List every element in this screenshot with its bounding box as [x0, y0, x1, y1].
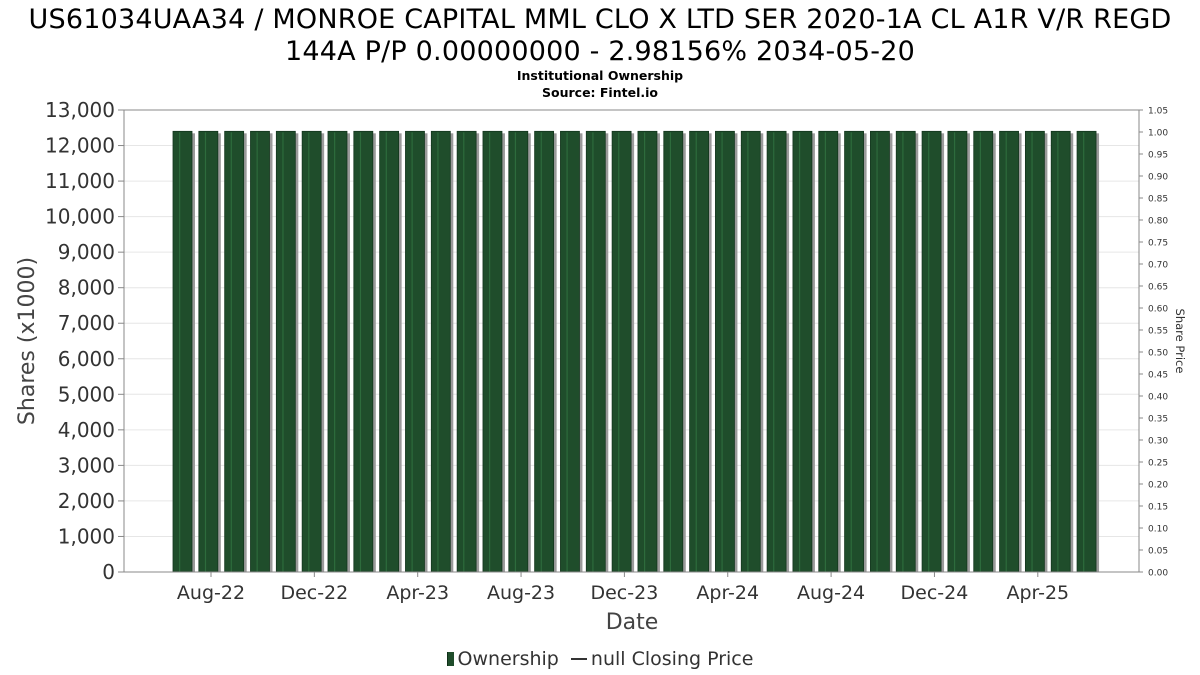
y-tick-label: 3,000 [58, 453, 115, 477]
y-tick-label: 9,000 [58, 240, 115, 264]
price-line-swatch-icon [570, 658, 587, 660]
ownership-bar [430, 130, 451, 573]
x-tick-label: Dec-23 [590, 582, 658, 604]
y2-tick-label: 0.65 [1148, 283, 1168, 293]
ownership-bar [482, 130, 503, 573]
y2-tick-label: 1.05 [1148, 107, 1168, 117]
x-tick-label: Apr-23 [386, 582, 449, 604]
x-tick-label: Aug-23 [487, 582, 555, 604]
ownership-bar [327, 130, 348, 573]
y2-tick-label: 0.85 [1148, 195, 1168, 205]
legend-price-label: null Closing Price [590, 647, 754, 670]
y2-tick-label: 0.50 [1148, 349, 1168, 359]
ownership-bar [275, 130, 296, 573]
chart-legend: Ownership null Closing Price [0, 647, 1200, 670]
ownership-bar [301, 130, 322, 573]
legend-ownership[interactable]: Ownership [446, 647, 559, 670]
ownership-bar [999, 130, 1019, 573]
axes: 0 1,000 2,000 3,000 4,000 5,000 6,000 7,000 8,00… [45, 98, 1168, 604]
ownership-bar [921, 130, 942, 573]
y-tick-label: 1,000 [58, 524, 115, 548]
y-tick-label: 12,000 [45, 134, 115, 158]
y2-tick-label: 0.40 [1148, 393, 1168, 403]
y-tick-label: 0 [102, 560, 115, 584]
y2-tick-label: 0.25 [1148, 459, 1168, 469]
ownership-bar [947, 130, 968, 573]
ownership-bar [740, 130, 761, 573]
y2-tick-label: 0.80 [1148, 217, 1168, 227]
y-tick-label: 7,000 [58, 311, 115, 335]
y2-tick-label: 0.20 [1148, 481, 1168, 491]
y2-tick-label: 0.60 [1148, 305, 1168, 315]
y2-axis-label: Share Price [1173, 309, 1187, 374]
ownership-bar [508, 130, 529, 573]
x-tick-label: Aug-22 [177, 582, 245, 604]
y2-tick-label: 0.00 [1148, 569, 1168, 579]
y2-tick-label: 0.15 [1148, 503, 1168, 513]
y2-tick-label: 1.00 [1148, 129, 1168, 139]
y-tick-label: 10,000 [45, 205, 115, 229]
ownership-bar [792, 130, 813, 573]
ownership-bar [973, 130, 994, 573]
x-tick-label: Apr-24 [696, 582, 759, 604]
y2-tick-label: 0.55 [1148, 327, 1168, 337]
ownership-bar [611, 130, 632, 573]
y2-tick-label: 0.90 [1148, 173, 1168, 183]
y-tick-label: 5,000 [58, 382, 115, 406]
x-tick-label: Apr-25 [1006, 582, 1069, 604]
x-tick-label: Aug-24 [797, 582, 865, 604]
chart-title-line-1: US61034UAA34 / MONROE CAPITAL MML CLO X … [28, 4, 1172, 35]
y2-tick-label: 0.70 [1148, 261, 1168, 271]
ownership-bar [560, 130, 580, 573]
x-tick-label: Dec-22 [280, 582, 348, 604]
ownership-bar [844, 130, 864, 573]
y2-tick-label: 0.35 [1148, 415, 1168, 425]
ownership-bar [870, 130, 890, 573]
y-axis-label: Shares (x1000) [15, 257, 40, 425]
ownership-bar [766, 130, 787, 573]
x-axis-label: Date [606, 610, 659, 635]
ownership-swatch-icon [446, 652, 454, 666]
y-tick-label: 11,000 [45, 169, 115, 193]
chart-subtitle: Institutional Ownership [516, 68, 684, 83]
chart-title-line-2: 144A P/P 0.00000000 - 2.98156% 2034-05-2… [285, 36, 915, 67]
ownership-bar [1050, 130, 1071, 573]
ownership-bar [689, 130, 709, 573]
y2-tick-label: 0.30 [1148, 437, 1168, 447]
ownership-bar [1024, 130, 1045, 573]
plot-frame [123, 109, 1140, 573]
chart-source: Source: Fintel.io [542, 85, 658, 100]
legend-ownership-label: Ownership [457, 647, 559, 670]
ownership-bar [585, 130, 606, 573]
ownership-bar [456, 130, 477, 573]
ownership-bar [172, 130, 193, 573]
ownership-bar [379, 130, 400, 573]
ownership-bar [895, 130, 916, 573]
ownership-bar [534, 130, 555, 573]
y2-tick-label: 0.05 [1148, 547, 1168, 557]
ownership-bar [224, 130, 245, 573]
y-tick-label: 4,000 [58, 418, 115, 442]
legend-price[interactable]: null Closing Price [565, 647, 754, 670]
ownership-bar [1076, 130, 1097, 573]
y2-tick-label: 0.95 [1148, 151, 1168, 161]
y2-tick-label: 0.45 [1148, 371, 1168, 381]
ownership-bar [818, 130, 839, 573]
ownership-bar [715, 130, 735, 573]
ownership-bar [198, 130, 219, 573]
y2-tick-label: 0.75 [1148, 239, 1168, 249]
y-tick-label: 6,000 [58, 347, 115, 371]
y-tick-label: 2,000 [58, 489, 115, 513]
ownership-bars [172, 130, 1100, 573]
ownership-bar [637, 130, 658, 573]
ownership-bar [250, 130, 270, 573]
ownership-bar [405, 130, 425, 573]
ownership-bar [663, 130, 684, 573]
y-tick-label: 8,000 [58, 276, 115, 300]
x-tick-label: Dec-24 [901, 582, 969, 604]
y2-tick-label: 0.10 [1148, 525, 1168, 535]
ownership-bar [353, 130, 374, 573]
y-tick-label: 13,000 [45, 98, 115, 122]
